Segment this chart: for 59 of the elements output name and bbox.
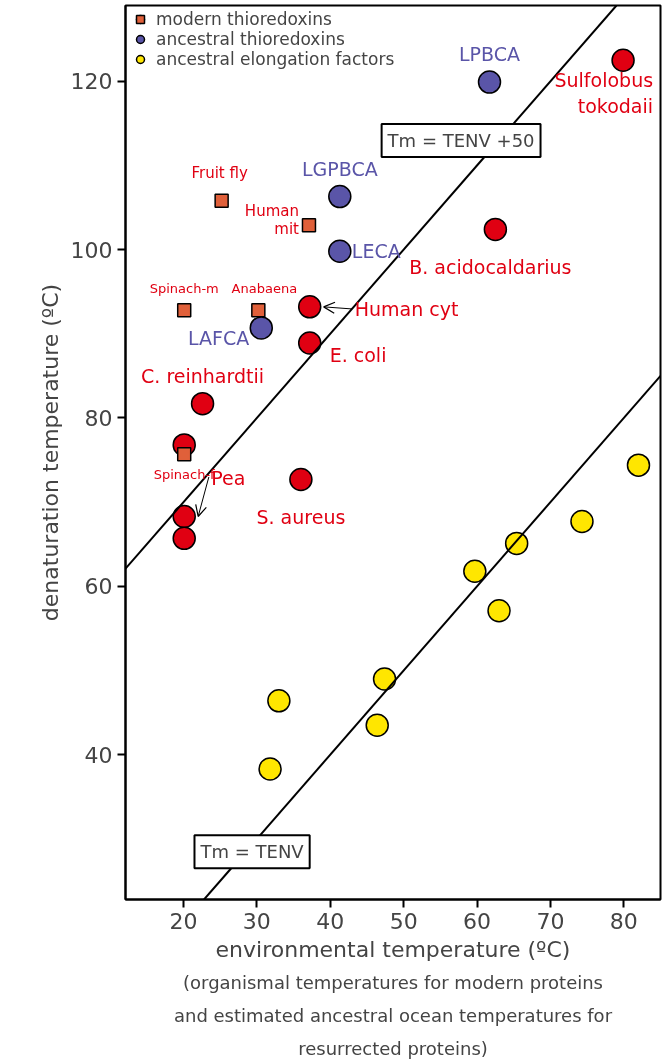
annotation: LECA [351,240,401,263]
point [190,391,215,416]
legend-label: ancestral elongation factors [156,49,395,69]
x-tick-label: 70 [536,908,565,934]
point [297,331,322,355]
legend-label: modern thioredoxins [156,9,332,29]
point [463,559,487,583]
x-axis-title: environmental temperature (ºC) [215,936,571,962]
point [483,217,508,242]
x-tick-label: 20 [169,908,198,934]
x-tick-label: 40 [316,908,345,934]
point [258,757,282,781]
annotation: Human mit [244,202,300,239]
y-tick-label: 40 [84,742,113,768]
point [372,667,397,691]
y-axis-title: denaturation temperature (ºC) [37,283,63,622]
legend-label: ancestral thioredoxins [156,29,345,49]
annotation: LAFCA [188,326,250,349]
point [477,70,502,94]
x-tick-label: 50 [389,908,418,934]
point [172,526,196,551]
point [626,453,651,477]
point [176,446,192,462]
point [301,217,317,233]
annotation: Spinach-m [149,280,219,296]
point [328,239,352,264]
point [289,467,313,492]
annotation: S. aureus [256,506,346,529]
point [487,599,511,623]
y-tick-label: 80 [84,405,113,431]
point [172,504,196,529]
text: (organismal temperatures for modern proteins and estimated ancestral ocean temperatures for resurrected proteins) [173,971,613,1059]
annotation: LGPBCA [301,157,378,180]
annotation: C. reinhardtii [141,364,265,387]
annotation: Tm = TENV [199,841,305,863]
point [176,302,192,318]
point [214,193,229,209]
point [267,689,291,713]
point [297,295,322,319]
annotation: Sulfolobus tokodaii [554,69,654,118]
y-tick-label: 120 [70,69,113,95]
annotation: Tm = TENV +50 [386,130,535,152]
point [365,713,389,737]
point [611,48,635,72]
annotation: Human cyt [354,297,459,320]
point [570,509,594,534]
y-tick-label: 60 [84,574,113,600]
y-tick-label: 100 [70,237,113,263]
point [251,302,266,318]
x-tick-label: 30 [242,908,271,934]
annotation: B. acidocaldarius [409,256,572,279]
annotation: E. coli [329,344,387,367]
annotation: Fruit fly [191,163,248,182]
x-tick-label: 80 [609,908,638,934]
annotation: Anabaena [231,280,298,296]
x-tick-label: 60 [463,908,492,934]
point [328,184,352,209]
annotation: LPBCA [459,43,521,66]
point [249,316,274,340]
